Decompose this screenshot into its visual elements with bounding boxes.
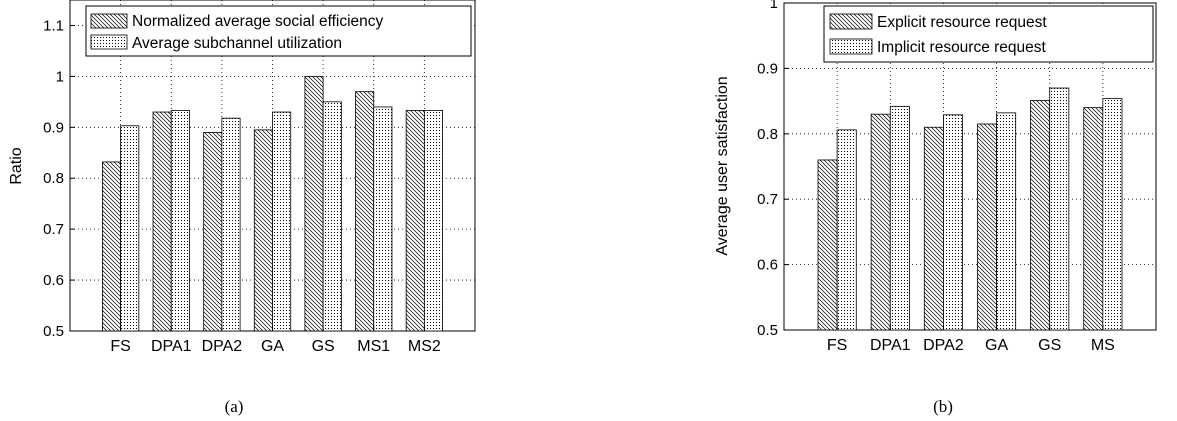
bar-dpa1-series-1	[870, 113, 891, 331]
y-tick-label: 1.1	[43, 17, 64, 34]
bar-fs-series-2	[836, 129, 857, 331]
chart-b-y-ticks: 0.5 0.6 0.7 0.8 0.9 1	[757, 0, 789, 339]
legend-label-series-2: Average subchannel utilization	[132, 35, 342, 52]
x-tick-label: GA	[261, 338, 284, 355]
x-tick-label: FS	[110, 338, 130, 355]
x-tick-label: DPA1	[870, 337, 911, 354]
chart-b-caption: (b)	[933, 397, 953, 416]
bar-gs-series-2	[322, 101, 342, 332]
bar-ms2-series-2	[423, 110, 444, 332]
y-tick-label: 1	[770, 0, 778, 12]
legend-swatch-dots	[90, 34, 128, 50]
bar-ga-series-1	[977, 123, 997, 331]
bar-ms1-series-1	[355, 91, 375, 332]
bar-dpa1-series-1	[152, 111, 172, 332]
chart-b-x-ticks: FS DPA1 DPA2 GA GS MS	[827, 325, 1115, 354]
chart-b-bars	[817, 87, 1123, 331]
y-tick-label: 0.9	[757, 60, 778, 77]
bar-dpa2-series-1	[203, 131, 223, 332]
chart-a-bars	[102, 75, 444, 332]
chart-a-caption: (a)	[225, 397, 244, 416]
y-tick-label: 0.5	[43, 323, 64, 340]
y-tick-label: 0.8	[757, 126, 778, 143]
chart-a: 0.5 0.6 0.7 0.8 0.9 1 1.1 FS DPA1 DPA2 GA GS MS1 MS2…	[8, 0, 476, 416]
legend-swatch-hatch	[90, 13, 128, 29]
x-tick-label: GA	[985, 337, 1008, 354]
bar-dpa2-series-2	[943, 114, 963, 331]
y-tick-label: 0.7	[43, 221, 64, 238]
chart-a-legend: Normalized average social efficiency Ave…	[85, 5, 472, 57]
y-tick-label: 1	[56, 68, 64, 85]
bar-gs-series-1	[304, 75, 324, 332]
y-tick-label: 0.6	[757, 257, 778, 274]
legend-label-series-1: Normalized average social efficiency	[132, 13, 384, 30]
bar-ms-series-1	[1083, 107, 1104, 331]
x-tick-label: GS	[1038, 337, 1061, 354]
bar-dpa2-series-1	[923, 126, 944, 331]
bar-ms2-series-1	[405, 110, 425, 332]
y-tick-label: 0.8	[43, 170, 64, 187]
x-tick-label: FS	[827, 337, 847, 354]
y-tick-label: 0.7	[757, 191, 778, 208]
legend-label-series-1: Explicit resource request	[877, 14, 1047, 31]
bar-ms1-series-2	[373, 106, 393, 332]
bar-gs-series-2	[1049, 87, 1070, 331]
x-tick-label: DPA2	[202, 338, 243, 355]
legend-swatch-dots	[829, 38, 873, 55]
x-tick-label: MS2	[408, 338, 441, 355]
chart-b-legend: Explicit resource request Implicit resou…	[823, 5, 1154, 63]
bar-ga-series-2	[996, 112, 1017, 331]
y-tick-label: 0.6	[43, 272, 64, 289]
x-tick-label: MS1	[357, 338, 390, 355]
x-tick-label: MS	[1091, 337, 1115, 354]
chart-a-x-ticks: FS DPA1 DPA2 GA GS MS1 MS2	[110, 326, 441, 355]
legend-swatch-hatch	[829, 13, 873, 30]
bar-gs-series-1	[1030, 100, 1051, 331]
y-tick-label: 0.5	[757, 322, 778, 339]
x-tick-label: GS	[312, 338, 335, 355]
chart-b: 0.5 0.6 0.7 0.8 0.9 1 FS DPA1 DPA2 GA GS MS Averag…	[714, 0, 1157, 416]
bar-fs-series-2	[120, 125, 140, 332]
bar-fs-series-1	[817, 159, 838, 331]
chart-b-y-axis-label: Average user satisfaction	[714, 76, 731, 255]
bar-dpa2-series-2	[221, 117, 241, 332]
bar-dpa1-series-2	[170, 110, 190, 332]
bar-dpa1-series-2	[889, 105, 910, 331]
chart-a-y-ticks: 0.5 0.6 0.7 0.8 0.9 1 1.1	[43, 17, 75, 340]
bar-ga-series-2	[272, 111, 292, 332]
bar-fs-series-1	[102, 161, 122, 332]
y-tick-label: 0.9	[43, 119, 64, 136]
bar-ms-series-2	[1102, 98, 1123, 331]
legend-label-series-2: Implicit resource request	[877, 39, 1047, 56]
chart-a-y-axis-label: Ratio	[8, 147, 25, 184]
x-tick-label: DPA2	[923, 337, 964, 354]
bar-ga-series-1	[253, 129, 273, 332]
x-tick-label: DPA1	[151, 338, 192, 355]
